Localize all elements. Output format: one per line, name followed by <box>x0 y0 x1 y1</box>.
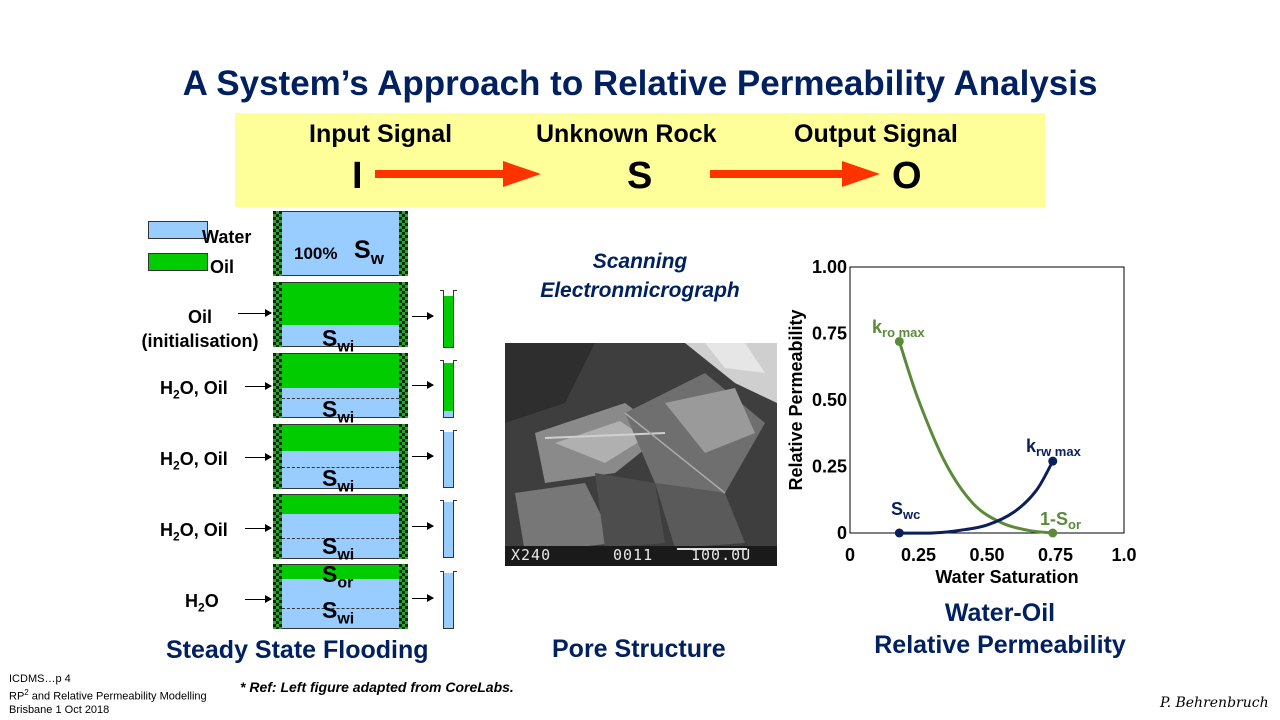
legend-oil-swatch <box>148 253 208 271</box>
stage-h2o-oil-label-2: H2O, Oil <box>160 449 228 473</box>
y-tick-label: 0.50 <box>812 390 847 410</box>
core-initial-sym: S <box>354 236 371 264</box>
x-tick-label: 1.0 <box>1111 545 1136 565</box>
effluent-tube <box>440 290 457 348</box>
core-flood-stage-1: Swi <box>273 353 408 427</box>
swi-sub: wi <box>337 338 355 356</box>
footer-line1: ICDMS…p 4 <box>9 673 71 685</box>
relperm-caption-line1: Water-Oil <box>944 599 1056 627</box>
outlet-arrow <box>412 312 434 320</box>
series-endpoint-1-0 <box>894 528 904 538</box>
stage-oil-init-line2: (initialisation) <box>141 331 259 351</box>
inlet-arrow <box>245 595 272 603</box>
stage-h2o-oil-label-3: H2O, Oil <box>160 520 228 544</box>
relperm-chart: 0 0.25 0.50 0.75 1.00 0 0.25 0.50 0.75 1.0 Relat… <box>786 257 1137 587</box>
outlet-arrow <box>412 381 434 389</box>
swi-label: S <box>322 325 338 351</box>
input-letter: I <box>352 155 363 197</box>
sem-micrograph: X240 0011 100.0U <box>505 343 777 566</box>
sor-sub: or <box>337 574 354 592</box>
swi-label: S <box>322 597 338 623</box>
inlet-arrow <box>245 453 272 461</box>
footer-line3: Brisbane 1 Oct 2018 <box>9 703 110 716</box>
sem-title-line1: Scanning <box>592 250 688 273</box>
output-letter: O <box>892 155 922 197</box>
core-oil-init: Swi <box>273 282 408 356</box>
inlet-arrow <box>238 309 272 317</box>
effluent-tube <box>440 571 457 629</box>
x-axis-label: Water Saturation <box>935 567 1078 587</box>
stage-h2o-oil-label-1: H2O, Oil <box>160 378 228 402</box>
series-endpoint-1-1 <box>1048 456 1058 466</box>
sor-label: S <box>322 561 338 587</box>
relperm-caption-line2: Relative Permeability <box>874 631 1126 659</box>
swi-sub: wi <box>337 478 355 496</box>
reference-note: * Ref: Left figure adapted from CoreLabs… <box>240 679 514 695</box>
series-line-1 <box>899 460 1055 535</box>
arrow-input-to-rock <box>375 161 541 187</box>
y-axis-label: Relative Permeability <box>786 309 806 490</box>
sem-title: Scanning Electronmicrograph <box>520 247 760 305</box>
x-tick-label: 0.75 <box>1038 545 1073 565</box>
output-signal-label: Output Signal <box>794 120 958 148</box>
swi-sub: wi <box>337 546 355 564</box>
core-initial-sub: w <box>370 249 384 268</box>
x-tick-label: 0.25 <box>901 545 936 565</box>
outlet-arrow <box>412 594 434 602</box>
swi-sub: wi <box>337 409 355 427</box>
series-endpoint-0-1 <box>1048 528 1058 538</box>
pore-structure-caption: Pore Structure <box>552 635 726 663</box>
relperm-caption: Water-Oil Relative Permeability <box>850 597 1150 661</box>
core-flood-stage-3: Swi <box>273 494 408 564</box>
series-endpoint-0-0 <box>894 336 904 346</box>
outlet-arrow <box>412 452 434 460</box>
sem-magnification: X240 <box>511 546 552 564</box>
legend-oil-label: Oil <box>210 257 235 277</box>
input-signal-label: Input Signal <box>309 120 453 148</box>
y-tick-label: 0 <box>837 523 847 543</box>
outlet-arrow <box>412 522 434 530</box>
swi-label: S <box>322 396 338 422</box>
kro-max-label: kro max <box>872 317 925 340</box>
effluent-tube <box>440 430 457 488</box>
footer-info: ICDMS…p 4 RP2 and Relative Permeability … <box>9 673 207 717</box>
effluent-tube <box>440 360 457 418</box>
effluent-tube <box>440 500 457 558</box>
plot-area <box>849 266 1125 534</box>
x-tick-label: 0.50 <box>969 545 1004 565</box>
krw-max-label: krw max <box>1026 436 1082 459</box>
swi-label: S <box>322 465 338 491</box>
rock-letter: S <box>627 155 653 197</box>
swi-sub: wi <box>337 610 355 628</box>
one-minus-sor-label: 1-Sor <box>1040 509 1081 532</box>
sem-title-line2: Electronmicrograph <box>540 279 740 302</box>
series-line-0 <box>897 341 1053 535</box>
inlet-arrow <box>245 382 272 390</box>
y-tick-label: 1.00 <box>812 257 847 277</box>
author-signature: P. Behrenbruch <box>1160 695 1269 711</box>
arrow-rock-to-output <box>710 161 880 187</box>
y-tick-label: 0.75 <box>812 324 847 344</box>
core-initial-pct: 100% <box>294 244 338 263</box>
x-tick-label: 0 <box>845 545 855 565</box>
legend-water-swatch <box>148 221 208 239</box>
footer-line2: RP2 and Relative Permeability Modelling <box>9 688 207 703</box>
swc-label: Swc <box>891 499 920 522</box>
sem-scale: 100.0U <box>691 546 752 564</box>
core-flood-final: Sor Swi <box>273 561 408 629</box>
y-tick-label: 0.25 <box>812 457 847 477</box>
inlet-arrow <box>245 524 272 532</box>
sem-image-id: 0011 <box>613 546 654 564</box>
core-initial-water: 100% Sw <box>273 211 408 276</box>
stage-oil-init-line1: Oil <box>187 307 212 327</box>
page-title: A System’s Approach to Relative Permeabi… <box>182 64 1098 103</box>
legend-water-label: Water <box>202 227 252 247</box>
swi-label: S <box>322 533 338 559</box>
stage-h2o-label: H2O <box>185 591 219 615</box>
stage-oil-init-label: Oil (initialisation) <box>130 305 270 353</box>
unknown-rock-label: Unknown Rock <box>536 120 717 148</box>
steady-state-caption: Steady State Flooding <box>166 636 429 664</box>
system-banner <box>235 113 1045 207</box>
core-flood-stage-2: Swi <box>273 424 408 496</box>
